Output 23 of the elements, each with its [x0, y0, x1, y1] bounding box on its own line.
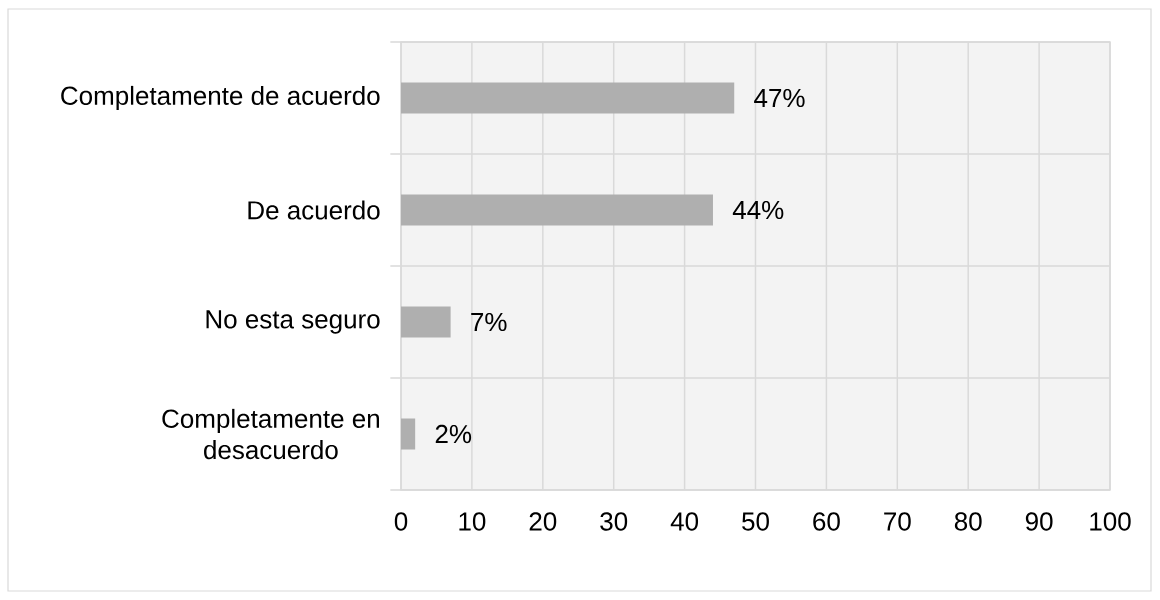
- x-tick-label: 100: [1090, 512, 1131, 531]
- x-tick-label: 20: [529, 512, 557, 531]
- bar: [401, 82, 735, 114]
- y-tick-label: Completamente de acuerdo: [61, 85, 380, 111]
- x-tick-label: 90: [1025, 512, 1053, 531]
- data-label: 44%: [732, 200, 784, 220]
- bar: [401, 306, 451, 338]
- x-tick-label: 50: [742, 512, 769, 531]
- x-tick-label: 40: [670, 512, 699, 531]
- bar: [401, 418, 416, 450]
- y-tick-label: No esta seguro: [206, 310, 380, 334]
- y-tick-label: De acuerdo: [248, 200, 380, 220]
- data-label: 2%: [435, 424, 472, 444]
- y-tick-label: Completamente en desacuerdo: [162, 408, 379, 460]
- x-tick-label: 80: [954, 512, 982, 531]
- x-tick-label: 30: [600, 512, 628, 531]
- x-tick-label: 60: [813, 512, 840, 531]
- bar: [401, 194, 713, 226]
- x-tick-label: 10: [459, 512, 486, 531]
- x-tick-label: 70: [884, 512, 911, 531]
- data-label: 7%: [471, 312, 507, 332]
- data-label: 47%: [754, 88, 805, 108]
- x-tick-label: 0: [394, 512, 408, 531]
